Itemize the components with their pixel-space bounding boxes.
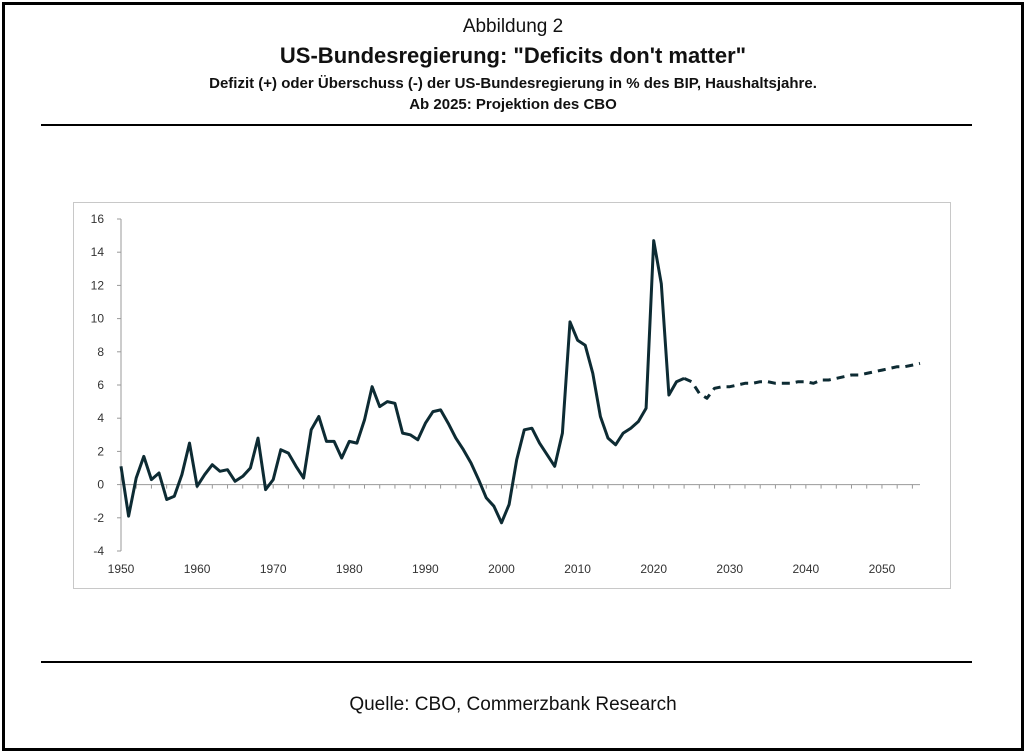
x-tick-label: 1980 <box>336 562 363 576</box>
source-note: Quelle: CBO, Commerzbank Research <box>349 694 677 715</box>
y-tick-label: 12 <box>91 278 105 292</box>
y-tick-label: 4 <box>97 411 104 425</box>
y-tick-label: -2 <box>93 511 104 525</box>
figure-number: Abbildung 2 <box>462 16 564 37</box>
y-tick-label: 8 <box>97 345 104 359</box>
chart-area: -4 -2 0 2 4 6 8 10 12 14 16 1950 1960 1970 1980 1990 200… <box>73 202 951 589</box>
x-tick-label: 2050 <box>869 562 896 576</box>
x-tick-label: 2030 <box>716 562 743 576</box>
y-tick-label: 6 <box>97 378 104 392</box>
chart-subtitle: Defizit (+) oder Überschuss (-) der US-B… <box>209 75 817 92</box>
x-tick-label: 2040 <box>793 562 820 576</box>
x-tick-label: 1970 <box>260 562 287 576</box>
x-tick-label: 1960 <box>184 562 211 576</box>
x-tick-label: 1990 <box>412 562 439 576</box>
projection-line <box>683 361 921 400</box>
y-tick-label: 2 <box>97 444 104 458</box>
y-tick-label: 14 <box>91 245 105 259</box>
y-tick-label: 10 <box>91 312 105 326</box>
chart-subtitle-2: Ab 2025: Projektion des CBO <box>409 96 617 113</box>
chart-title: US-Bundesregierung: "Deficits don't matt… <box>279 43 747 68</box>
x-tick-label: 2020 <box>640 562 667 576</box>
y-tick-label: 16 <box>91 212 105 226</box>
y-tick-label: -4 <box>93 544 104 558</box>
x-tick-label: 1950 <box>108 562 135 576</box>
line-chart: -4 -2 0 2 4 6 8 10 12 14 16 1950 1960 1970 1980 1990 200… <box>91 212 921 576</box>
top-rule <box>41 124 972 126</box>
y-tick-label: 0 <box>97 478 104 492</box>
x-tick-label: 2010 <box>564 562 591 576</box>
history-line <box>119 239 685 525</box>
x-tick-label: 2000 <box>488 562 515 576</box>
bottom-rule <box>41 661 972 663</box>
